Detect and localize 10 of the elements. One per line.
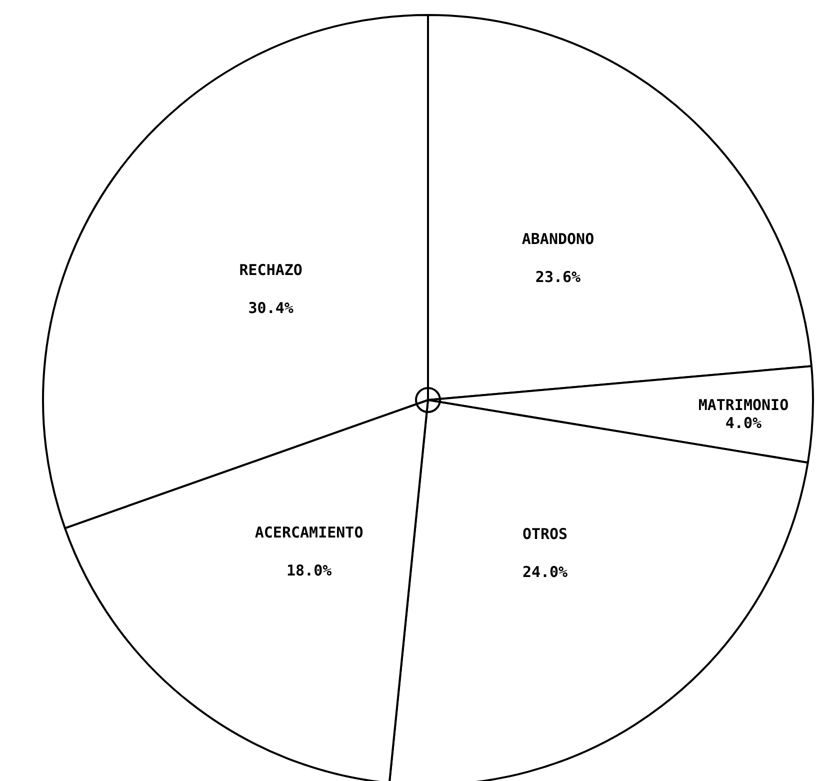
slice-label: ACERCAMIENTO <box>254 523 364 542</box>
slice-label: RECHAZO <box>239 260 302 279</box>
data-label: 4.0% <box>725 414 762 432</box>
data-label: 23.6% <box>535 268 581 286</box>
data-label: 24.0% <box>522 562 568 581</box>
data-label: 18.0% <box>286 561 332 580</box>
slice-label: OTROS <box>522 524 568 543</box>
slice-label: MATRIMONIO <box>698 396 789 414</box>
data-label: 30.4% <box>248 298 294 317</box>
slice-label: ABANDONO <box>522 230 594 248</box>
